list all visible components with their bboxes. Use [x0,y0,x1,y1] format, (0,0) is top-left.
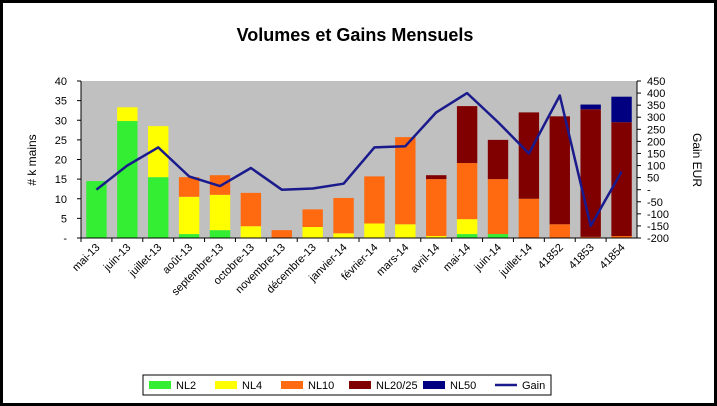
bar-nl4-9 [364,223,385,238]
y2-tick-label: 350 [647,100,665,112]
y-tick-label: 10 [55,194,67,206]
y2-tick-label: 100 [647,161,665,173]
legend-label-nl10: NL10 [308,380,334,392]
x-tick-label: 41853 [567,242,597,272]
legend-swatch-nl4 [215,381,237,389]
bar-nl4-8 [333,233,354,238]
x-tick-label: mai-14 [441,242,473,274]
y-tick-label: 35 [55,96,67,108]
x-tick-label: 41852 [536,242,566,272]
y-axis-ticks: - 5 10 15 20 25 30 35 40 [55,76,81,245]
bar-nl4-11 [426,236,447,238]
x-axis-ticks: mai-13 juin-13juillet-13août-13septembre-… [70,238,628,298]
bar-nl50-16 [580,104,601,110]
volumes-chart: Volumes et Gains Mensuels - 5 10 15 20 25 30 35… [25,25,704,396]
bar-nl2-3 [178,234,200,238]
y2-tick-label: 50 [647,173,659,185]
bar-nl2025-15 [549,116,570,225]
y2-tick-label: 300 [647,112,665,124]
legend: NL2 NL4 NL10 NL20/25 NL50 Gain [149,380,545,392]
y2-tick-label: 400 [647,88,665,100]
legend-swatch-nl2 [149,381,171,389]
bar-nl10-12 [456,163,478,220]
legend-label-nl50: NL50 [450,380,476,392]
bar-nl10-10 [395,137,416,225]
bar-nl2-0 [86,181,107,238]
gain-line [95,91,623,228]
bar-nl2-13 [487,234,509,238]
bar-nl10-11 [426,179,447,237]
bar-nl4-10 [395,224,416,238]
bar-nl4-1 [117,107,138,122]
bar-nl10-8 [333,197,354,234]
bar-nl10-14 [518,198,540,238]
legend-label-nl4: NL4 [242,380,262,392]
bar-nl10-16 [580,236,601,238]
chart-title: Volumes et Gains Mensuels [237,25,474,45]
y-tick-label: 40 [55,76,67,88]
y2-axis-label: Gain EUR [690,133,704,187]
bar-nl10-9 [364,176,385,224]
legend-label-nl2025: NL20/25 [376,380,418,392]
bar-nl2-1 [117,121,138,238]
x-tick-label: juillet-13 [126,242,164,280]
x-tick-label: 41854 [598,242,628,272]
y-tick-label: 5 [61,213,67,225]
y-tick-label: 30 [55,115,67,127]
bar-nl10-7 [302,209,323,228]
bar-nl10-6 [271,230,292,238]
bar-nl2025-14 [518,112,540,199]
bar-nl50-17 [611,96,632,123]
legend-label-gain: Gain [522,380,545,392]
y2-axis-ticks: -200-150-100-50-501001502002503003504004… [637,76,669,245]
bar-nl2025-16 [580,109,601,237]
y2-tick-label: -100 [647,209,669,221]
bar-nl2-12 [456,234,478,238]
gain-line-group [95,91,623,228]
bar-nl10-15 [549,224,570,238]
legend-swatch-nl50 [423,381,445,389]
bar-nl2025-11 [426,175,447,180]
bar-nl4-4 [209,194,231,231]
bar-nl10-13 [487,179,509,235]
y2-tick-label: 450 [647,76,665,88]
bar-nl4-12 [456,219,478,235]
x-tick-label: avril-14 [408,242,442,276]
bar-nl2025-17 [611,122,632,237]
bar-nl4-2 [148,126,169,178]
y-tick-label: 25 [55,135,67,147]
legend-swatch-nl10 [281,381,303,389]
bar-nl10-5 [240,192,262,227]
bar-nl10-3 [178,177,200,197]
bars-group [86,96,632,238]
y2-tick-label: -50 [647,197,663,209]
y-tick-label: - [63,233,67,245]
bar-nl2025-12 [456,106,478,164]
bar-nl4-7 [302,227,323,238]
bar-nl2-2 [148,177,169,238]
y-tick-label: 15 [55,174,67,186]
legend-swatch-nl2025 [349,381,371,389]
y2-tick-label: -150 [647,221,669,233]
bar-nl10-17 [611,236,632,238]
y-axis-label: # k mains [25,134,39,185]
bar-nl2-4 [209,230,231,238]
y2-tick-label: 250 [647,124,665,136]
y2-tick-label: 200 [647,136,665,148]
x-tick-label: mars-14 [374,242,411,279]
x-tick-label: juillet-14 [497,242,535,280]
legend-label-nl2: NL2 [176,380,196,392]
legend-box [142,374,552,396]
bar-nl4-5 [240,226,262,238]
x-tick-label: mai-13 [70,242,102,274]
plot-area [81,81,637,238]
y2-tick-label: 150 [647,148,665,160]
bar-nl4-3 [178,196,200,235]
y2-tick-label: - [647,185,651,197]
bar-nl2025-13 [487,139,509,180]
y2-tick-label: -200 [647,233,669,245]
y-tick-label: 20 [55,155,67,167]
